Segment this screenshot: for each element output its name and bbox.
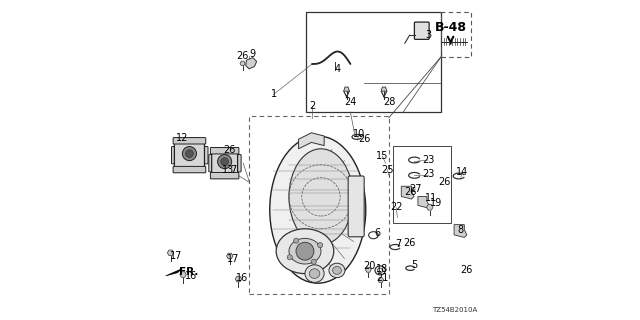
Text: 24: 24: [344, 97, 356, 108]
Circle shape: [317, 243, 323, 248]
Text: 26: 26: [358, 134, 371, 144]
Ellipse shape: [333, 267, 341, 274]
Text: 11: 11: [425, 193, 438, 203]
FancyBboxPatch shape: [415, 22, 429, 39]
Circle shape: [296, 242, 314, 260]
Ellipse shape: [270, 136, 366, 283]
Text: 27: 27: [409, 184, 422, 195]
FancyBboxPatch shape: [211, 148, 239, 154]
Ellipse shape: [289, 238, 321, 264]
Text: 18: 18: [376, 264, 388, 274]
Polygon shape: [418, 196, 429, 208]
Text: 20: 20: [364, 260, 376, 271]
Text: TZ54B2010A: TZ54B2010A: [432, 307, 477, 313]
FancyBboxPatch shape: [212, 148, 237, 178]
Text: 7: 7: [230, 164, 237, 175]
Polygon shape: [168, 250, 174, 256]
Text: 19: 19: [429, 198, 442, 208]
Circle shape: [287, 255, 292, 260]
Text: 10: 10: [353, 129, 365, 139]
Text: 26: 26: [403, 237, 415, 248]
Text: 17: 17: [170, 251, 183, 261]
Text: 22: 22: [390, 202, 403, 212]
Circle shape: [218, 155, 232, 169]
FancyBboxPatch shape: [202, 147, 208, 164]
Text: 28: 28: [383, 97, 396, 108]
Text: 26: 26: [404, 187, 417, 197]
Bar: [393, 146, 451, 223]
Circle shape: [294, 238, 299, 243]
Polygon shape: [427, 204, 433, 210]
Text: 21: 21: [376, 273, 388, 283]
Polygon shape: [240, 61, 245, 66]
Text: 15: 15: [376, 151, 388, 161]
Polygon shape: [180, 272, 186, 277]
FancyBboxPatch shape: [209, 155, 215, 172]
FancyBboxPatch shape: [173, 138, 206, 144]
Text: 4: 4: [335, 64, 340, 74]
Circle shape: [311, 259, 316, 264]
Bar: [306, 12, 441, 112]
Text: 23: 23: [422, 169, 435, 180]
Text: 26: 26: [236, 51, 249, 61]
FancyBboxPatch shape: [172, 147, 178, 164]
Ellipse shape: [276, 229, 334, 274]
FancyBboxPatch shape: [348, 176, 364, 237]
Text: 9: 9: [250, 49, 256, 60]
Text: 16: 16: [236, 273, 249, 284]
Polygon shape: [227, 253, 233, 259]
Polygon shape: [454, 225, 467, 237]
Text: 17: 17: [227, 253, 240, 264]
Polygon shape: [298, 133, 324, 149]
FancyBboxPatch shape: [235, 155, 241, 172]
Text: 1: 1: [271, 89, 276, 100]
Text: FR.: FR.: [179, 267, 198, 277]
Text: 25: 25: [381, 164, 394, 175]
Polygon shape: [246, 58, 257, 69]
Text: 26: 26: [460, 265, 473, 276]
Text: 14: 14: [456, 167, 468, 177]
Ellipse shape: [309, 269, 320, 278]
Text: 5: 5: [412, 260, 418, 270]
Text: 23: 23: [422, 155, 435, 165]
Ellipse shape: [305, 265, 324, 283]
Polygon shape: [378, 277, 383, 283]
Polygon shape: [236, 276, 242, 282]
Ellipse shape: [329, 263, 345, 278]
Text: 26: 26: [438, 177, 451, 187]
Polygon shape: [166, 269, 182, 276]
Text: 8: 8: [458, 225, 464, 235]
Circle shape: [186, 150, 193, 157]
Text: 7: 7: [396, 239, 401, 249]
Text: 3: 3: [426, 30, 432, 40]
Polygon shape: [401, 186, 414, 199]
Text: 6: 6: [375, 228, 381, 238]
Bar: [249, 116, 388, 294]
Polygon shape: [365, 267, 371, 272]
Text: 12: 12: [176, 132, 189, 143]
Text: 16: 16: [185, 271, 197, 281]
Text: 13: 13: [221, 164, 234, 175]
FancyBboxPatch shape: [173, 166, 206, 173]
Bar: [441, 12, 471, 57]
Text: 26: 26: [223, 145, 236, 155]
FancyBboxPatch shape: [211, 172, 239, 179]
Polygon shape: [381, 87, 387, 91]
Text: 2: 2: [309, 100, 315, 111]
Polygon shape: [344, 87, 349, 91]
Circle shape: [182, 147, 196, 161]
Circle shape: [221, 158, 228, 165]
Ellipse shape: [289, 149, 353, 245]
FancyBboxPatch shape: [174, 138, 205, 172]
Text: B-48: B-48: [435, 21, 467, 34]
